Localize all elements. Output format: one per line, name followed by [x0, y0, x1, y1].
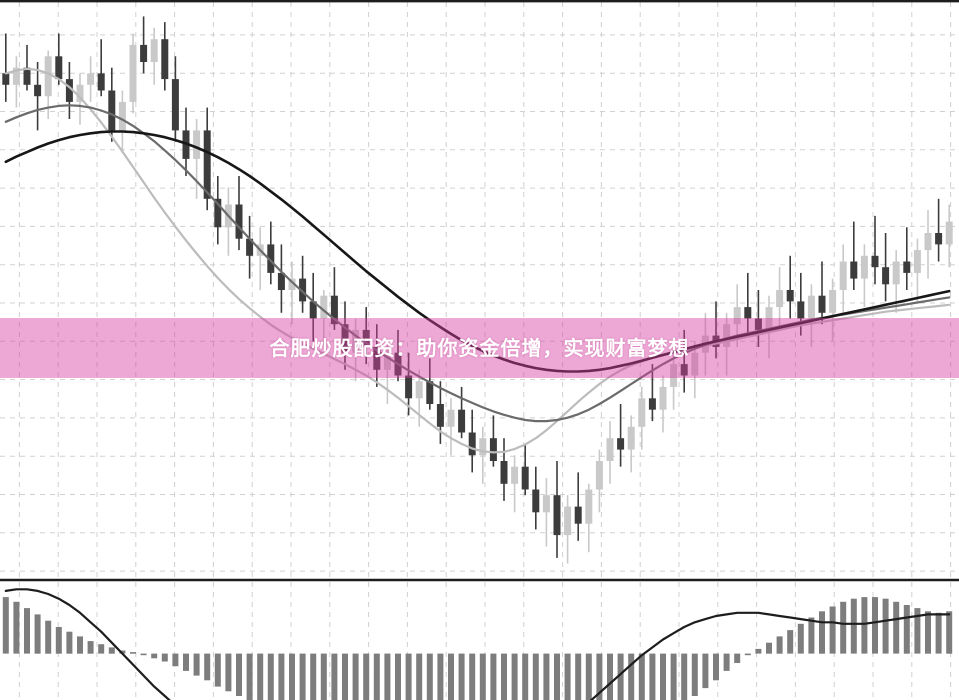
promo-banner[interactable]: 合肥炒股配资：助你资金倍增，实现财富梦想 [0, 318, 959, 378]
chart-frame-layer [0, 0, 959, 582]
macd-histogram-layer [2, 597, 953, 700]
promo-banner-text: 合肥炒股配资：助你资金倍增，实现财富梦想 [269, 336, 690, 360]
macd-signal-line-layer [4, 588, 951, 700]
moving-average-layer [4, 67, 951, 454]
